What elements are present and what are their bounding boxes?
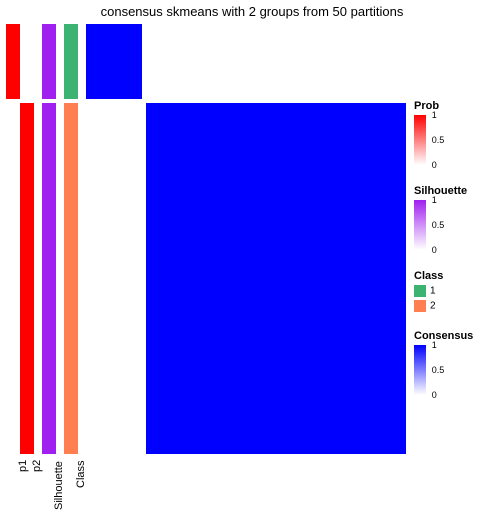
sil-g1 [42, 24, 56, 99]
legend-consensus-gradient [414, 345, 426, 395]
p1-g2 [6, 103, 20, 454]
legend-class-swatch-1 [414, 285, 426, 297]
legend-silhouette-tick: 1 [432, 195, 437, 205]
col-p2 [20, 24, 34, 454]
legend-prob-gradient [414, 115, 426, 165]
col-silhouette [42, 24, 56, 454]
xlabel-p2: p2 [31, 460, 43, 472]
legend-consensus: Consensus 1 0.5 0 [414, 330, 473, 395]
legend-consensus-tick: 1 [432, 340, 437, 350]
class-g1 [64, 24, 78, 99]
hm-g1g1 [86, 24, 142, 99]
legend-silhouette-tick: 0.5 [432, 220, 445, 230]
hm-g1g2 [146, 24, 406, 99]
p1-g1 [6, 24, 20, 99]
legend-class-title: Class [414, 270, 443, 282]
sil-g2 [42, 103, 56, 454]
legend-class-item: 1 [414, 285, 443, 298]
xlabel-p1: p1 [17, 460, 29, 472]
p2-g1 [20, 24, 34, 99]
xlabel-silhouette: Silhouette [53, 461, 65, 510]
plot-area [6, 24, 406, 454]
legend-prob-tick: 1 [432, 110, 437, 120]
legend-prob-ticks: 1 0.5 0 [432, 115, 456, 165]
legend-prob: Prob 1 0.5 0 [414, 100, 456, 165]
col-p1 [6, 24, 20, 454]
legend-silhouette-ticks: 1 0.5 0 [432, 200, 456, 250]
legend-consensus-title: Consensus [414, 330, 473, 342]
legend-silhouette-tick: 0 [432, 245, 437, 255]
legend-class-label: 1 [430, 286, 436, 297]
legend-silhouette-gradient [414, 200, 426, 250]
legend-class-label: 2 [430, 300, 436, 311]
legend-silhouette-title: Silhouette [414, 185, 467, 197]
page-title: consensus skmeans with 2 groups from 50 … [0, 4, 504, 19]
legend-prob-tick: 0 [432, 160, 437, 170]
legend-consensus-tick: 0 [432, 390, 437, 400]
legend-class-item: 2 [414, 300, 443, 313]
col-class [64, 24, 78, 454]
legend-consensus-ticks: 1 0.5 0 [432, 345, 456, 395]
p2-g2 [20, 103, 34, 454]
xlabel-class: Class [75, 460, 87, 488]
legend-class: Class 1 2 [414, 270, 443, 314]
hm-g2g2 [146, 103, 406, 454]
legend-silhouette: Silhouette 1 0.5 0 [414, 185, 467, 250]
legend-class-swatch-2 [414, 300, 426, 312]
legend-prob-tick: 0.5 [432, 135, 445, 145]
legend-consensus-tick: 0.5 [432, 365, 445, 375]
class-g2 [64, 103, 78, 454]
consensus-heatmap [86, 24, 406, 454]
hm-g2g1 [86, 103, 142, 454]
